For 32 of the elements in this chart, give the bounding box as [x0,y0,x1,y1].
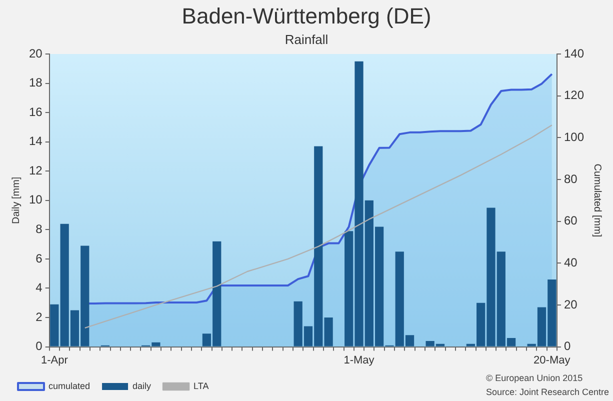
y2-tick-label: 0 [564,339,571,354]
y-tick-label: 18 [28,76,43,90]
y-tick-label: 8 [36,222,43,236]
legend-label: LTA [194,380,209,391]
y-tick-label: 10 [28,192,43,207]
x-tick-label: 1-Apr [40,354,68,366]
y-tick-label: 14 [28,134,43,148]
x-tick-label: 1-May [344,354,375,366]
source-note: Source: Joint Research Centre [486,386,609,399]
y2-tick-label: 40 [564,255,578,270]
y2-tick-label: 100 [564,130,584,144]
y-tick-label: 6 [36,251,43,266]
y-tick-label: 4 [36,280,43,295]
y-tick-label: 12 [28,163,43,178]
y-tick-label: 20 [28,46,43,60]
legend-label: cumulated [48,380,90,391]
y2-tick-label: 140 [564,46,584,60]
y-tick-label: 0 [36,339,43,354]
chart-title: Baden-Württemberg (DE) [182,3,432,28]
y2-tick-label: 120 [564,88,584,102]
chart-subtitle: Rainfall [284,32,328,47]
text: © European Union 2015 [486,372,584,385]
y2-tick-label: 60 [564,214,578,228]
y-axis-title: Daily [mm] [10,176,22,224]
bar [50,304,59,346]
y-tick-label: 2 [36,310,43,324]
y-tick-label: 16 [28,104,43,119]
y2-axis-title: Cumulated [mm] [591,164,602,238]
y2-tick-label: 80 [564,172,578,186]
x-tick-label: 20-May [534,354,571,366]
legend-label: daily [132,380,152,391]
y2-tick-label: 20 [564,297,578,312]
